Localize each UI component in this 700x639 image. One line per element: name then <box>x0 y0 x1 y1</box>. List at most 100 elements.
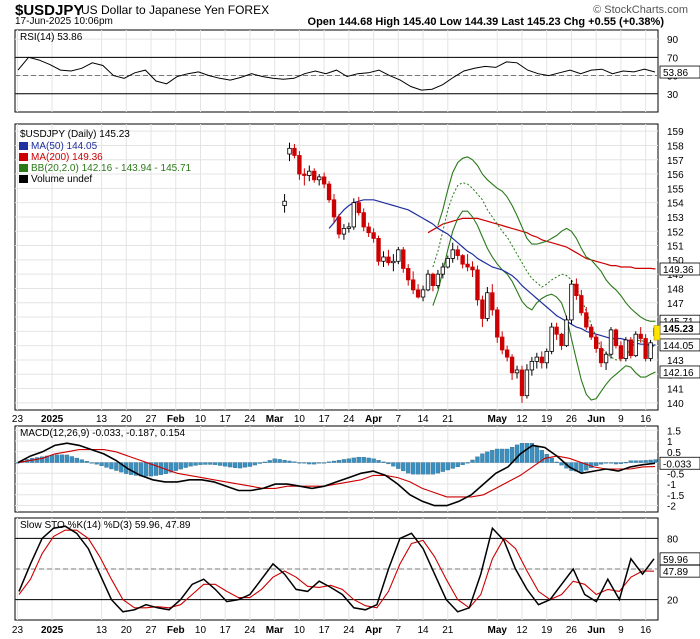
candle-body <box>386 256 391 264</box>
candle-body <box>480 299 485 319</box>
macd-histogram-bar <box>317 462 322 464</box>
macd-histogram-bar <box>307 462 312 465</box>
macd-histogram-bar <box>49 455 55 463</box>
candle-body <box>465 263 470 268</box>
macd-histogram-bar <box>104 462 109 468</box>
candle-body <box>317 176 322 181</box>
macd-histogram-bar <box>579 462 584 473</box>
price-tick-label: 157 <box>667 156 684 167</box>
macd-histogram-bar <box>59 454 65 463</box>
macd-histogram-bar <box>381 461 386 463</box>
rsi-panel <box>14 29 659 113</box>
date-axis-label-bottom: 19 <box>541 625 553 636</box>
macd-histogram-bar <box>386 462 391 465</box>
price-tick-label: 150 <box>667 256 684 267</box>
price-last-value-tag: 145.23 <box>663 324 694 335</box>
date-axis-label: 27 <box>145 414 157 425</box>
legend-item: MA(50) 144.05 <box>31 141 98 152</box>
macd-histogram-bar <box>79 459 84 463</box>
candle-body <box>608 329 614 355</box>
candle-body <box>529 360 535 371</box>
date-axis-label: 13 <box>96 414 108 425</box>
candle-body <box>415 289 421 298</box>
macd-histogram-bar <box>242 462 248 468</box>
candle-body <box>410 279 416 291</box>
price-tick-label: 149 <box>667 270 684 281</box>
macd-histogram-bar <box>366 457 371 463</box>
price-last-value-tag: 142.16 <box>663 368 694 379</box>
stochastic-label: Slow STO %K(14) %D(3) 59.96, 47.89 <box>20 520 191 531</box>
stochastic-tick-label: 80 <box>667 534 679 545</box>
macd-histogram-bar <box>297 462 302 464</box>
macd-histogram-bar <box>490 450 495 463</box>
macd-histogram-bar <box>653 459 658 463</box>
date-axis-label: 19 <box>541 414 553 425</box>
date-axis-label-bottom: 10 <box>294 625 306 636</box>
price-tick-label: 155 <box>667 184 684 195</box>
stochastic-d-line <box>18 529 655 609</box>
date-axis-label-bottom: Jun <box>587 625 605 636</box>
macd-histogram-bar <box>336 460 342 463</box>
candle-body <box>613 329 619 347</box>
macd-last-value: -0.033 <box>663 459 692 470</box>
macd-histogram-bar <box>252 462 258 466</box>
candle-body <box>376 237 381 262</box>
macd-histogram-bar <box>594 462 599 466</box>
candle-body <box>648 342 653 359</box>
candle-body <box>292 147 297 156</box>
symbol-title[interactable]: $USDJPY <box>15 2 83 19</box>
candle-body <box>524 369 530 397</box>
price-last-value-tag-box <box>659 262 700 276</box>
price-tick-label: 154 <box>667 199 684 210</box>
candle-body <box>579 295 584 314</box>
candle-body <box>618 345 624 359</box>
macd-tick-label: 0.5 <box>667 448 681 459</box>
candle-body <box>331 199 337 218</box>
macd-histogram-bar <box>129 462 134 475</box>
candle-body <box>336 216 342 235</box>
ma50-line <box>328 199 656 347</box>
date-axis-label-bottom: Mar <box>266 625 284 636</box>
macd-histogram-bar <box>554 461 559 463</box>
stochastic-d-last-value-box <box>659 564 700 578</box>
macd-histogram-bar <box>430 462 436 475</box>
date-axis-label-bottom: 23 <box>12 625 24 636</box>
candle-body <box>302 173 307 176</box>
candle-body <box>326 183 332 201</box>
macd-label: MACD(12,26,9) -0.033, -0.187, 0.154 <box>20 428 186 439</box>
macd-histogram-bar <box>223 462 228 467</box>
date-axis-label: 23 <box>12 414 24 425</box>
date-axis-label: 21 <box>442 414 454 425</box>
date-axis-label: Apr <box>365 414 382 425</box>
candle-body <box>504 349 510 358</box>
date-axis-label-bottom: 17 <box>220 625 232 636</box>
macd-histogram-bar <box>257 462 262 464</box>
candle-body <box>282 200 287 206</box>
candle-body <box>564 319 569 347</box>
rsi-line <box>17 56 656 91</box>
macd-histogram-bar <box>143 462 149 477</box>
macd-histogram-bar <box>455 462 460 468</box>
macd-histogram-bar <box>45 455 50 463</box>
candle-body <box>307 170 312 176</box>
macd-histogram-bar <box>148 462 154 477</box>
date-axis-label: 17 <box>319 414 331 425</box>
date-axis-label: 20 <box>121 414 133 425</box>
macd-histogram-bar <box>232 462 238 468</box>
date-axis-label: 2025 <box>41 414 64 425</box>
candle-body <box>401 249 406 269</box>
macd-histogram-bar <box>356 456 361 463</box>
price-tick-label: 140 <box>667 399 684 410</box>
candle-body <box>445 258 450 268</box>
macd-histogram-bar <box>84 461 89 463</box>
candle-body <box>341 227 347 235</box>
macd-histogram-bar <box>178 462 183 470</box>
macd-histogram-bar <box>420 462 426 475</box>
candle-body <box>534 356 539 362</box>
symbol-description: US Dollar to Japanese Yen FOREX <box>81 3 269 17</box>
candle-body <box>460 255 465 265</box>
candle-body <box>539 356 544 364</box>
macd-histogram-bar <box>198 462 203 465</box>
macd-histogram-bar <box>277 459 282 463</box>
price-tick-label: 159 <box>667 127 684 138</box>
